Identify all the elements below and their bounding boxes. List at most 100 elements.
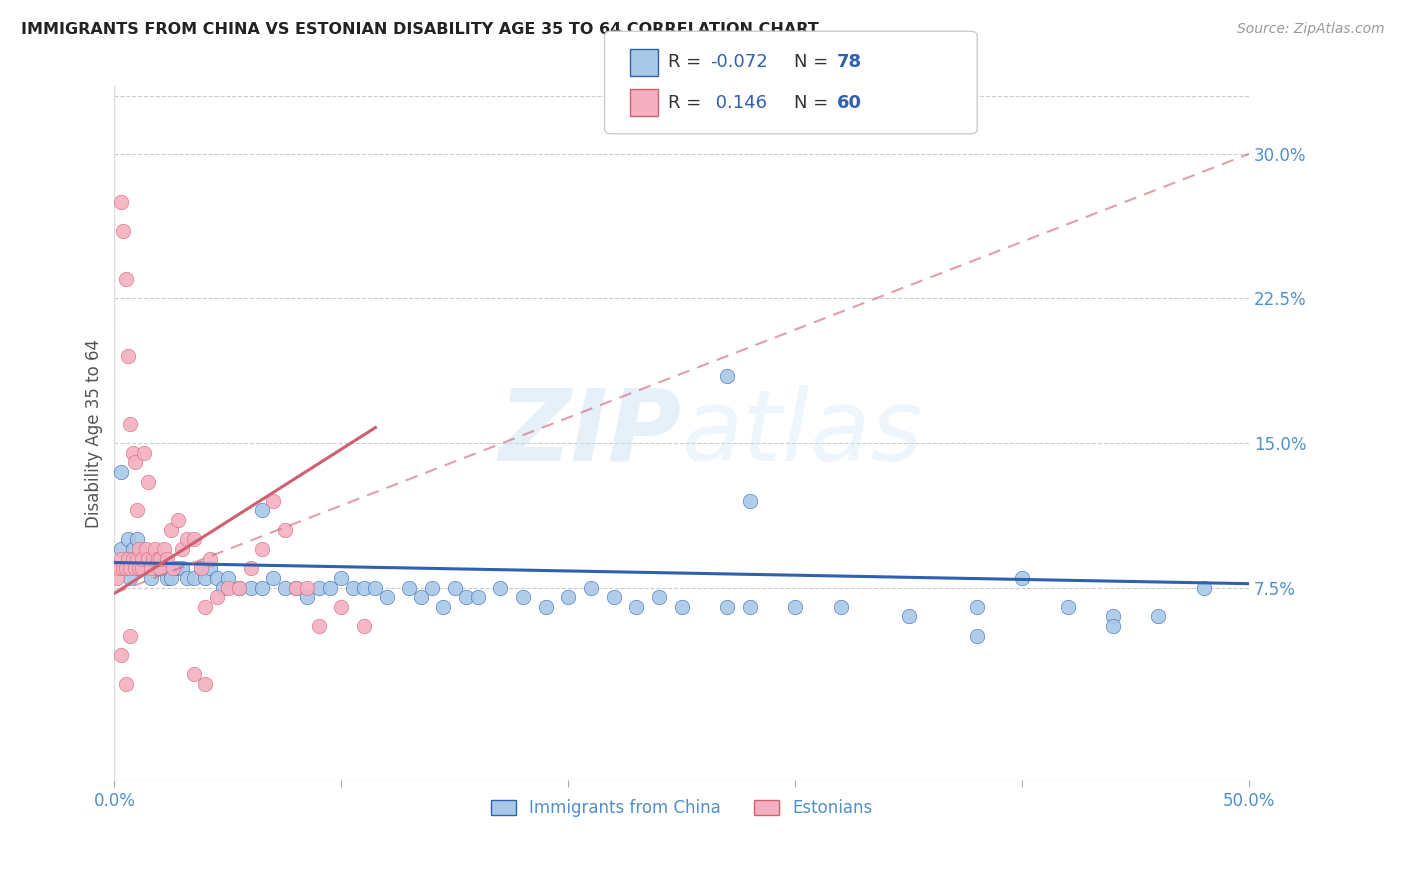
Point: [127, 533, 149, 547]
Text: 78: 78: [837, 54, 862, 71]
Y-axis label: Disability Age 35 to 64: Disability Age 35 to 64: [86, 339, 103, 528]
Point: [128, 541, 150, 556]
Point: [149, 551, 172, 566]
Point: [110, 465, 132, 479]
Point: [217, 581, 239, 595]
Point: [114, 677, 136, 691]
Point: [262, 493, 284, 508]
Point: [149, 551, 172, 566]
Point: [143, 541, 166, 556]
Point: [132, 551, 155, 566]
Point: [250, 503, 273, 517]
Point: [273, 581, 295, 595]
Point: [671, 599, 693, 614]
Point: [108, 561, 131, 575]
Point: [110, 648, 132, 662]
Point: [297, 581, 319, 595]
Point: [194, 599, 217, 614]
Point: [155, 571, 177, 585]
Point: [127, 503, 149, 517]
Text: R =: R =: [668, 94, 707, 112]
Point: [285, 581, 308, 595]
Point: [375, 590, 398, 604]
Point: [117, 551, 139, 566]
Point: [160, 523, 183, 537]
Point: [150, 561, 173, 575]
Point: [112, 561, 135, 575]
Point: [409, 590, 432, 604]
Point: [132, 445, 155, 459]
Point: [966, 599, 988, 614]
Point: [120, 629, 142, 643]
Point: [142, 551, 165, 566]
Point: [160, 571, 183, 585]
Text: R =: R =: [668, 54, 707, 71]
Point: [146, 561, 169, 575]
Point: [176, 571, 198, 585]
Point: [127, 551, 149, 566]
Point: [128, 561, 150, 575]
Point: [124, 561, 146, 575]
Text: atlas: atlas: [682, 384, 924, 482]
Point: [139, 561, 162, 575]
Point: [146, 551, 169, 566]
Point: [190, 561, 212, 575]
Point: [330, 599, 353, 614]
Point: [143, 551, 166, 566]
Point: [420, 581, 443, 595]
Point: [149, 561, 172, 575]
Point: [105, 571, 128, 585]
Point: [198, 551, 221, 566]
Point: [212, 581, 235, 595]
Point: [172, 541, 194, 556]
Point: [131, 561, 153, 575]
Point: [121, 445, 143, 459]
Point: [342, 581, 364, 595]
Point: [1056, 599, 1078, 614]
Point: [467, 590, 489, 604]
Text: IMMIGRANTS FROM CHINA VS ESTONIAN DISABILITY AGE 35 TO 64 CORRELATION CHART: IMMIGRANTS FROM CHINA VS ESTONIAN DISABI…: [21, 22, 818, 37]
Point: [153, 541, 176, 556]
Point: [153, 561, 176, 575]
Point: [443, 581, 465, 595]
Point: [353, 581, 375, 595]
Point: [398, 581, 420, 595]
Point: [183, 571, 205, 585]
Point: [135, 561, 157, 575]
Point: [114, 561, 136, 575]
Point: [648, 590, 671, 604]
Point: [131, 561, 153, 575]
Point: [897, 609, 920, 624]
Point: [239, 561, 262, 575]
Point: [131, 551, 153, 566]
Point: [228, 581, 250, 595]
Point: [364, 581, 387, 595]
Point: [167, 513, 190, 527]
Point: [205, 571, 228, 585]
Point: [217, 571, 239, 585]
Point: [138, 551, 160, 566]
Point: [319, 581, 342, 595]
Text: 0.146: 0.146: [710, 94, 768, 112]
Text: Source: ZipAtlas.com: Source: ZipAtlas.com: [1237, 22, 1385, 37]
Point: [110, 194, 132, 209]
Point: [183, 533, 205, 547]
Point: [120, 561, 142, 575]
Point: [308, 581, 330, 595]
Point: [194, 677, 217, 691]
Point: [716, 599, 738, 614]
Point: [966, 629, 988, 643]
Point: [176, 533, 198, 547]
Point: [1147, 609, 1170, 624]
Point: [239, 581, 262, 595]
Point: [1011, 571, 1033, 585]
Point: [117, 533, 139, 547]
Point: [738, 493, 761, 508]
Point: [626, 599, 648, 614]
Point: [308, 619, 330, 633]
Point: [353, 619, 375, 633]
Legend: Immigrants from China, Estonians: Immigrants from China, Estonians: [484, 793, 879, 824]
Point: [1102, 609, 1125, 624]
Point: [138, 475, 160, 489]
Point: [534, 599, 557, 614]
